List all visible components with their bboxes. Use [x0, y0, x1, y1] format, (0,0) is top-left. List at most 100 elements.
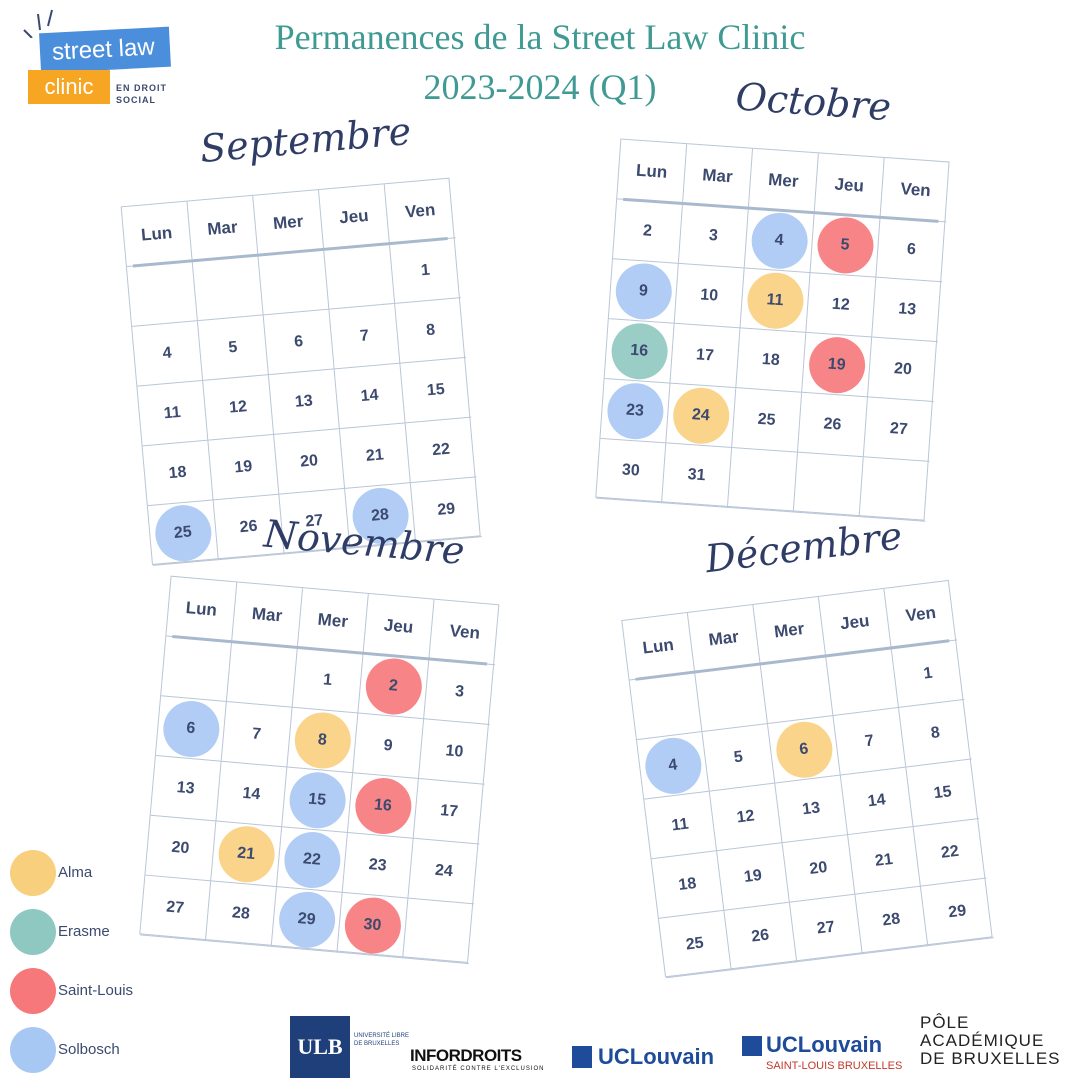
day-number: 20	[170, 838, 191, 857]
calendar-day: 4	[744, 208, 815, 274]
calendar-day	[161, 636, 233, 702]
legend-label: Saint-Louis	[58, 982, 134, 999]
day-number: 16	[373, 795, 393, 815]
calendar-day: 21	[211, 821, 283, 888]
day-header: Lun	[617, 139, 688, 205]
logo-subtitle-line2: SOCIAL	[116, 95, 157, 105]
day-number: 27	[815, 917, 836, 938]
calendar-day	[226, 642, 298, 708]
calendar-day: 24	[666, 383, 737, 449]
day-number: 11	[163, 403, 182, 422]
day-number: 13	[294, 391, 314, 411]
calendar-day: 8	[899, 699, 972, 768]
day-number: 15	[932, 782, 953, 802]
day-header: Lun	[166, 576, 238, 643]
day-number: 27	[165, 898, 185, 917]
day-header: Ven	[880, 157, 951, 223]
day-number: 30	[621, 460, 641, 480]
day-number: 23	[625, 401, 645, 420]
day-number: 4	[161, 344, 173, 362]
day-header: Ven	[884, 580, 958, 649]
day-number: 19	[827, 355, 847, 374]
calendar-day: 15	[906, 759, 980, 828]
calendar-day: 1	[891, 640, 965, 708]
street-law-clinic-logo: street law clinic EN DROIT SOCIAL	[10, 8, 180, 108]
calendar-day: 6	[767, 715, 841, 784]
day-header: Ven	[384, 178, 456, 245]
calendar-day: 26	[724, 902, 798, 971]
day-number: 8	[929, 723, 941, 742]
legend-swatch	[10, 909, 56, 955]
day-number: 10	[444, 741, 465, 761]
calendar-day: 8	[287, 707, 359, 774]
day-number: 19	[743, 866, 763, 886]
day-number: 14	[866, 790, 887, 810]
day-header: Mer	[748, 148, 819, 214]
day-number: 9	[382, 736, 394, 755]
calendar-grid: Lun Mar Mer Jeu Ven 1 2 3 6 7 8 9 10 13 14 15 16 17 20 21 22…	[139, 575, 501, 965]
calendar-day: 19	[717, 843, 790, 911]
day-number: 6	[293, 332, 304, 351]
calendar-day	[695, 664, 768, 733]
day-number: 16	[629, 341, 649, 360]
calendar-septembre: Septembre Lun Mar Mer Jeu Ven 1 4 5 6 7 8 11 12 13 14 15…	[120, 109, 482, 566]
day-number: 14	[359, 386, 380, 405]
day-number: 29	[297, 909, 317, 929]
month-title: Septembre	[198, 108, 413, 172]
day-number: 22	[302, 849, 322, 869]
day-number: 29	[436, 499, 456, 519]
legend-label: Solbosch	[58, 1041, 120, 1058]
day-number: 17	[695, 345, 715, 365]
day-number: 13	[801, 798, 821, 818]
calendar-day: 9	[608, 259, 679, 324]
day-number: 4	[774, 231, 785, 249]
day-number: 25	[173, 522, 193, 542]
calendar-day: 6	[155, 696, 227, 762]
legend-swatch	[10, 1027, 56, 1073]
calendar-grid: Lun Mar Mer Jeu Ven 1 4 5 6 7 8 11 12 13 14 15 18 19 20 21 2…	[120, 177, 482, 566]
month-title: Octobre	[734, 74, 893, 130]
calendar-day: 9	[353, 713, 425, 780]
day-header: Lun	[622, 612, 696, 681]
calendar-day: 30	[596, 438, 667, 504]
day-number: 8	[425, 320, 436, 339]
calendar-day	[324, 244, 396, 310]
calendar-day	[793, 452, 864, 518]
calendar-day: 14	[840, 767, 914, 836]
calendar-day: 13	[775, 775, 849, 844]
uclouvain-sl-mark-icon	[742, 1036, 762, 1056]
calendar-day: 15	[400, 357, 472, 424]
calendar-day	[727, 448, 798, 513]
calendar-day: 10	[418, 719, 490, 785]
day-number: 12	[228, 397, 248, 417]
calendar-day: 3	[424, 659, 496, 726]
calendar-day: 21	[848, 827, 921, 895]
infordroits-logo: INFORDROITS	[410, 1046, 522, 1065]
day-header: Jeu	[363, 593, 435, 660]
legend-label: Alma	[58, 864, 93, 881]
calendar-day: 15	[282, 767, 354, 834]
day-number: 19	[233, 457, 253, 476]
day-number: 2	[388, 676, 399, 695]
pole-line1: PÔLE	[920, 1013, 970, 1032]
calendar-day: 24	[408, 838, 480, 905]
calendar-day	[403, 898, 475, 965]
day-number: 30	[362, 915, 383, 934]
calendar-day: 19	[802, 332, 873, 398]
day-number: 15	[426, 380, 446, 399]
day-number: 5	[840, 235, 851, 254]
calendar-day: 31	[662, 443, 733, 508]
calendar-day: 18	[651, 851, 725, 919]
calendar-day: 7	[221, 701, 293, 768]
sponsor-logos: ULB UNIVERSITÉ LIBRE DE BRUXELLES INFORD…	[0, 1010, 1080, 1080]
calendar-day: 19	[208, 434, 280, 501]
day-number: 18	[677, 874, 698, 894]
day-header: Lun	[121, 201, 193, 268]
day-number: 25	[757, 410, 777, 429]
day-number: 24	[434, 861, 454, 880]
day-header: Jeu	[818, 588, 892, 657]
day-number: 1	[322, 670, 333, 689]
calendar-day: 23	[342, 833, 414, 899]
calendar-day: 20	[782, 835, 856, 903]
day-number: 3	[708, 226, 719, 245]
